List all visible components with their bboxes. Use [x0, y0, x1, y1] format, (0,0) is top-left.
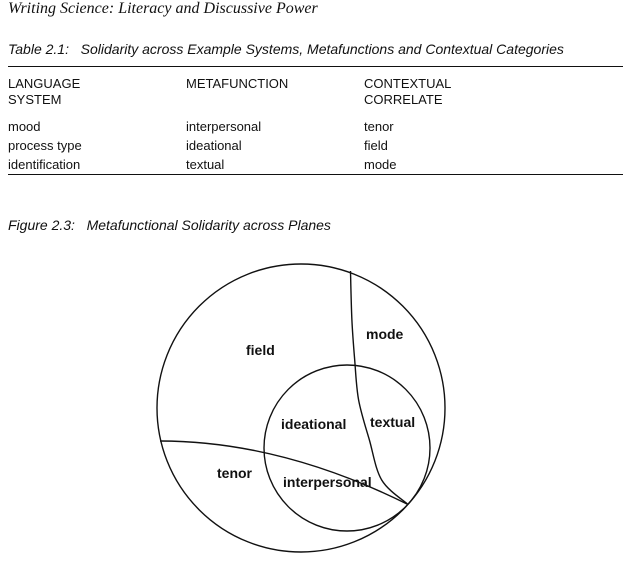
svg-text:textual: textual	[370, 414, 415, 430]
svg-text:tenor: tenor	[217, 465, 253, 481]
svg-text:interpersonal: interpersonal	[283, 474, 372, 490]
svg-text:field: field	[246, 342, 275, 358]
svg-text:ideational: ideational	[281, 416, 346, 432]
svg-text:mode: mode	[366, 326, 404, 342]
